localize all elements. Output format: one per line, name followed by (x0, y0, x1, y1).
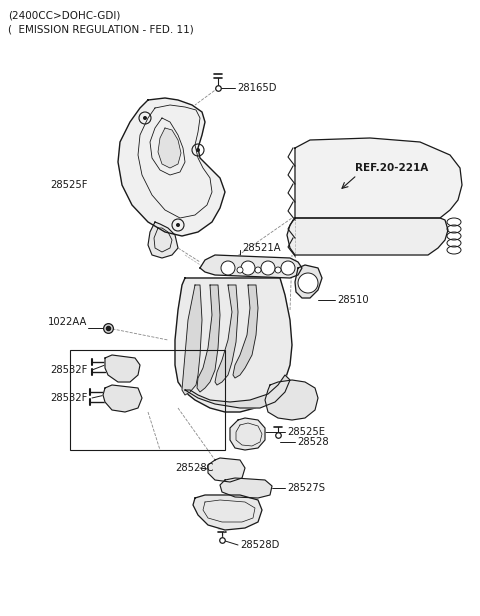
Circle shape (275, 267, 281, 273)
Polygon shape (118, 98, 225, 236)
Polygon shape (295, 265, 322, 298)
Polygon shape (265, 380, 318, 420)
Polygon shape (158, 128, 181, 168)
Text: 28528: 28528 (297, 437, 329, 447)
Text: 28532F: 28532F (50, 365, 87, 375)
Text: 28527S: 28527S (287, 483, 325, 493)
Polygon shape (295, 138, 462, 218)
Circle shape (261, 261, 275, 275)
Polygon shape (200, 255, 302, 278)
Text: 28521A: 28521A (242, 243, 281, 253)
Polygon shape (193, 495, 262, 530)
Text: 28528C: 28528C (175, 463, 214, 473)
Circle shape (176, 223, 180, 227)
Polygon shape (233, 285, 258, 378)
Text: 28528D: 28528D (240, 540, 279, 550)
Polygon shape (105, 355, 140, 382)
Circle shape (196, 148, 200, 152)
Circle shape (281, 261, 295, 275)
Text: (2400CC>DOHC-GDI): (2400CC>DOHC-GDI) (8, 10, 120, 20)
Text: 28532F: 28532F (50, 393, 87, 403)
Circle shape (221, 261, 235, 275)
Text: 28525E: 28525E (287, 427, 325, 437)
Text: 28510: 28510 (337, 295, 369, 305)
Polygon shape (182, 285, 202, 395)
Circle shape (298, 273, 318, 293)
Text: 1022AA: 1022AA (48, 317, 87, 327)
Polygon shape (197, 285, 220, 392)
Circle shape (237, 267, 243, 273)
Polygon shape (208, 458, 245, 482)
Circle shape (143, 116, 147, 120)
Polygon shape (230, 418, 265, 450)
Polygon shape (220, 478, 272, 498)
Text: 28525F: 28525F (50, 180, 87, 190)
Circle shape (241, 261, 255, 275)
Text: REF.20-221A: REF.20-221A (355, 163, 428, 173)
Polygon shape (215, 285, 238, 385)
Text: 28165D: 28165D (237, 83, 276, 93)
Polygon shape (103, 385, 142, 412)
Polygon shape (175, 278, 292, 412)
Text: (  EMISSION REGULATION - FED. 11): ( EMISSION REGULATION - FED. 11) (8, 24, 194, 34)
Polygon shape (148, 222, 178, 258)
Circle shape (255, 267, 261, 273)
Polygon shape (287, 218, 448, 255)
Bar (70, 350, 225, 450)
Polygon shape (185, 375, 290, 408)
